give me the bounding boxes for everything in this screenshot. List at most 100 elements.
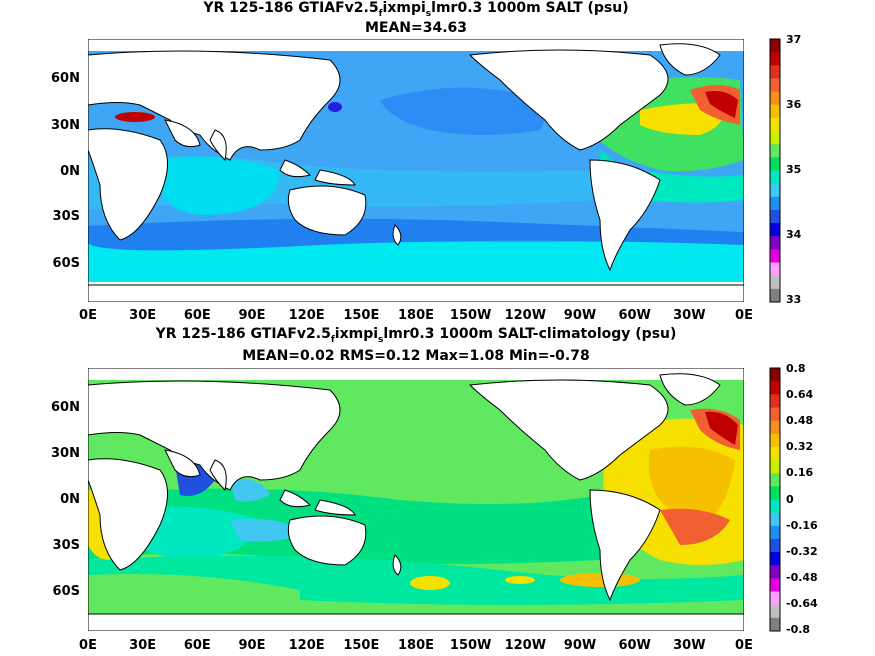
colorbar-swatch [770,52,780,66]
lat-label-60n: 60N [51,71,80,86]
lon-label: 30W [673,638,706,653]
lon-label: 150W [449,638,492,653]
colorbar-label: 33 [786,293,802,306]
lon-label: 0E [735,638,753,653]
lon-label: 0E [79,308,97,323]
colorbar-1 [769,38,781,303]
lon-label: 60E [183,638,211,653]
lon-label: 90W [563,308,597,323]
lat-label-0n: 0N [60,164,80,179]
lat-label-60n-2: 60N [51,400,80,415]
lon-label: 150E [343,308,380,323]
colorbar-swatch [770,407,780,422]
colorbar-swatch [770,157,780,171]
colorbar-label: 37 [786,33,802,46]
colorbar-swatch [770,499,780,514]
lon-label: 180E [397,638,435,653]
colorbar-swatch [770,578,780,593]
lon-label: 60W [618,308,651,323]
lon-label: 90W [563,638,597,653]
colorbar-swatch [770,223,780,237]
colorbar-swatch [770,131,780,145]
colorbar-swatch [770,104,780,119]
lon-label: 60E [183,308,211,323]
colorbar-swatch [770,209,780,224]
colorbar-label: 0.8 [786,362,806,375]
colorbar-label: 35 [786,163,802,176]
colorbar-swatch [770,460,780,474]
colorbar-swatch [770,288,780,303]
colorbar-swatch [770,604,780,619]
panel1-stats: MEAN=34.63 [364,20,468,36]
colorbar-swatch [770,381,780,395]
colorbar-swatch [770,486,780,500]
lon-label: 120E [288,308,325,323]
colorbar-swatch [770,65,780,79]
lat-label-30s-2: 30S [52,538,80,553]
colorbar-swatch [770,91,780,106]
colorbar-label: 36 [786,98,802,111]
colorbar-label: 0.16 [786,466,814,480]
colorbar-2 [769,367,781,632]
colorbar-swatch [770,617,780,632]
colorbar-swatch [770,420,780,435]
lat-label-0n-2: 0N [60,492,80,507]
colorbar-swatch [770,117,780,132]
colorbar-label: 34 [786,228,802,241]
colorbar-swatch [770,552,780,566]
colorbar-label: -0.64 [786,596,818,610]
colorbar-swatch [770,525,780,540]
colorbar-swatch [770,183,780,198]
colorbar-swatch [770,433,780,448]
lon-label: 90E [238,308,266,323]
lat-label-30s: 30S [52,209,80,224]
lon-label: 180E [397,308,435,323]
colorbar-swatch [770,78,780,93]
colorbar-label: 0.32 [786,440,814,454]
colorbar-swatch [770,591,780,606]
lat-label-30n: 30N [51,118,80,133]
colorbar-label: 0.48 [786,414,814,428]
lat-label-60s-2: 60S [52,584,80,599]
colorbar-swatch [770,565,780,579]
panel1-title: YR 125-186 GTIAFv2.5fixmpislmr0.3 1000m … [203,0,629,19]
lon-label: 30W [673,308,706,323]
lat-label-30n-2: 30N [51,446,80,461]
lon-label: 150W [449,308,492,323]
colorbar-swatch [770,473,780,487]
colorbar-swatch [770,275,780,290]
colorbar-label: -0.8 [786,623,811,636]
colorbar-frame [769,38,781,303]
lon-label: 60W [618,638,651,653]
colorbar-swatch [770,368,780,382]
colorbar-swatch [770,170,780,185]
colorbar-swatch [770,446,780,461]
lon-label: 120E [288,638,325,653]
colorbar-label: 0 [786,492,794,506]
lat-label-60s: 60S [52,256,80,271]
lon-label: 0E [79,638,97,653]
colorbar-frame [769,367,781,632]
panel2-stats: MEAN=0.02 RMS=0.12 Max=1.08 Min=-0.78 [242,348,590,364]
colorbar-swatch [770,262,780,277]
colorbar-swatch [770,512,780,527]
lon-label: 120W [504,638,547,653]
colorbar-label: -0.32 [786,544,818,558]
lon-label: 30E [129,308,157,323]
colorbar-swatch [770,394,780,408]
map2-field [88,368,744,631]
colorbar-swatch [770,236,780,250]
colorbar-label: -0.48 [786,570,818,584]
lon-label: 120W [504,308,547,323]
panel2-title: YR 125-186 GTIAFv2.5fixmpislmr0.3 1000m … [155,326,677,345]
colorbar-swatch [770,196,780,211]
colorbar-label: 0.64 [786,388,814,402]
colorbar-swatch [770,249,780,264]
colorbar-label: -0.16 [786,518,818,532]
colorbar-swatch [770,144,780,158]
colorbar-swatch [770,538,780,553]
lon-label: 30E [129,638,157,653]
lon-label: 150E [343,638,380,653]
map1-field [88,39,744,302]
colorbar-swatch [770,39,780,53]
